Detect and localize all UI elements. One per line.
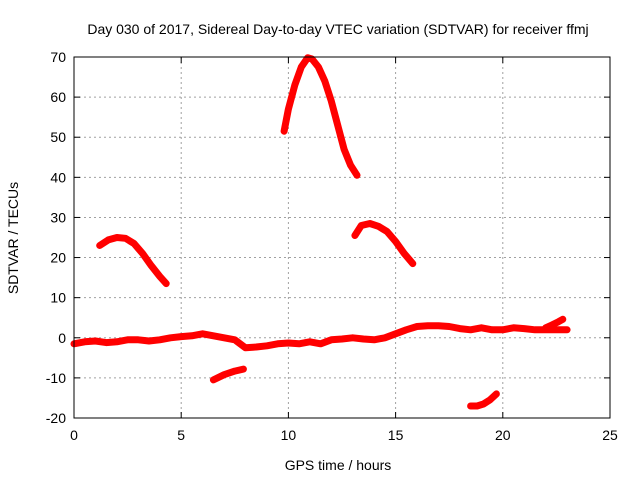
data-track <box>96 234 170 288</box>
y-tick-label: 70 <box>50 49 66 65</box>
data-track <box>70 322 571 352</box>
y-tick-label: -20 <box>46 410 66 426</box>
y-tick-label: 40 <box>50 169 66 185</box>
chart-title: Day 030 of 2017, Sidereal Day-to-day VTE… <box>87 21 588 37</box>
plot-frame <box>73 56 611 419</box>
data-track <box>542 315 567 332</box>
x-tick-label: 15 <box>388 427 404 443</box>
y-tick-label: 0 <box>58 330 66 346</box>
x-tick-label: 25 <box>602 427 618 443</box>
x-tick-label: 5 <box>177 427 185 443</box>
y-tick-label: 10 <box>50 290 66 306</box>
x-tick-label: 0 <box>70 427 78 443</box>
y-tick-label: 30 <box>50 209 66 225</box>
data-layer <box>70 54 571 410</box>
y-tick-label: 60 <box>50 89 66 105</box>
x-tick-label: 20 <box>495 427 511 443</box>
data-track <box>351 220 417 268</box>
data-track <box>467 390 500 410</box>
y-axis-label: SDTVAR / TECUs <box>5 182 21 294</box>
x-tick-label: 10 <box>281 427 297 443</box>
ticks: 0 5 10 15 20 25 -20 -10 0 10 20 30 40 50 60 70 <box>46 49 618 443</box>
data-track <box>280 54 361 179</box>
x-axis-label: GPS time / hours <box>285 457 392 473</box>
data-track <box>209 365 247 384</box>
grid <box>74 57 610 418</box>
y-tick-label: -10 <box>46 370 66 386</box>
y-tick-label: 20 <box>50 250 66 266</box>
y-tick-label: 50 <box>50 129 66 145</box>
